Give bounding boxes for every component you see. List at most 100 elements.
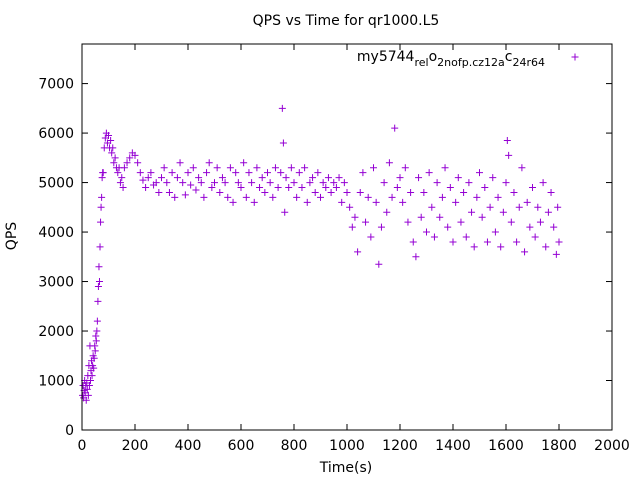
data-point <box>187 181 195 189</box>
data-point <box>281 208 289 216</box>
data-point <box>105 132 112 140</box>
data-point <box>370 164 377 172</box>
data-point <box>200 193 208 201</box>
data-point <box>505 151 513 159</box>
data-point <box>449 238 457 246</box>
data-point <box>391 124 399 132</box>
y-tick-labels: 0 1000 2000 3000 4000 5000 6000 7000 <box>38 77 74 439</box>
data-point <box>176 159 184 167</box>
data-point <box>503 137 511 144</box>
data-point <box>114 169 122 177</box>
data-point <box>550 223 558 231</box>
data-point <box>171 193 179 201</box>
data-point <box>486 203 494 211</box>
data-point <box>85 381 93 389</box>
data-point <box>324 174 332 182</box>
data-point <box>547 188 555 196</box>
data-point <box>256 184 264 192</box>
data-point <box>306 179 314 187</box>
data-point <box>436 213 444 221</box>
data-point <box>544 208 552 216</box>
data-point <box>343 188 351 196</box>
y-tick-label: 5000 <box>38 176 74 192</box>
data-point <box>290 179 298 187</box>
data-point <box>340 179 348 187</box>
data-point <box>444 223 452 231</box>
data-point <box>95 263 103 271</box>
data-point <box>428 203 436 211</box>
data-point <box>401 164 409 172</box>
data-point <box>314 169 322 177</box>
data-point <box>539 179 547 187</box>
x-axis-label: Time(s) <box>319 460 372 476</box>
x-tick-label: 200 <box>122 438 149 454</box>
data-point <box>542 243 550 251</box>
data-point <box>218 174 226 182</box>
data-point <box>119 184 127 192</box>
data-point <box>232 169 240 177</box>
data-point <box>529 184 536 192</box>
legend-label-part: o <box>429 49 438 65</box>
data-point <box>211 179 218 187</box>
data-point <box>303 198 311 206</box>
data-point <box>433 179 441 187</box>
data-point <box>86 377 94 385</box>
data-point <box>420 188 428 196</box>
data-point <box>293 193 301 201</box>
data-point <box>396 174 404 182</box>
data-point <box>521 248 529 256</box>
data-point <box>126 154 134 162</box>
data-point <box>203 169 211 177</box>
data-point <box>507 218 515 226</box>
data-point <box>155 188 163 196</box>
data-point <box>168 169 176 177</box>
data-point <box>266 179 274 187</box>
data-point <box>554 203 562 211</box>
data-point <box>393 184 401 192</box>
data-point <box>317 193 324 201</box>
data-point <box>327 188 335 196</box>
data-point <box>181 191 189 199</box>
legend-label-sub: 24r64 <box>512 56 545 69</box>
data-point <box>97 203 105 211</box>
data-point <box>409 238 417 246</box>
data-point <box>470 243 478 251</box>
data-point <box>98 193 106 201</box>
data-point <box>372 198 380 206</box>
data-point <box>250 198 258 206</box>
data-point <box>441 164 449 172</box>
data-point <box>271 164 279 172</box>
data-point <box>134 159 142 167</box>
data-point <box>90 364 98 372</box>
data-point <box>94 282 102 290</box>
data-point <box>116 179 124 187</box>
legend-label: my5744relo2nofp.cz12ac24r64 <box>357 49 545 69</box>
data-point <box>118 174 126 182</box>
x-tick-label: 1400 <box>435 438 471 454</box>
data-point <box>165 188 173 196</box>
x-tick-label: 1000 <box>329 438 365 454</box>
data-point <box>523 198 531 206</box>
data-point <box>216 188 224 196</box>
data-point <box>417 213 425 221</box>
data-point <box>491 228 499 236</box>
data-point <box>189 164 197 172</box>
data-point <box>253 164 261 172</box>
data-point <box>364 193 372 201</box>
data-point <box>346 203 354 211</box>
data-point <box>335 174 343 182</box>
data-point <box>109 144 117 152</box>
data-point <box>412 253 420 261</box>
data-point <box>97 218 105 226</box>
data-point <box>362 218 370 226</box>
data-point <box>476 169 483 177</box>
data-point <box>248 179 256 187</box>
data-point <box>83 385 91 393</box>
data-point <box>287 164 295 172</box>
legend-label-sub: 2nofp.cz12a <box>437 56 505 69</box>
data-point <box>555 238 563 246</box>
data-point <box>311 188 319 196</box>
data-point <box>96 243 104 251</box>
data-point <box>518 164 526 172</box>
data-point <box>446 184 454 192</box>
